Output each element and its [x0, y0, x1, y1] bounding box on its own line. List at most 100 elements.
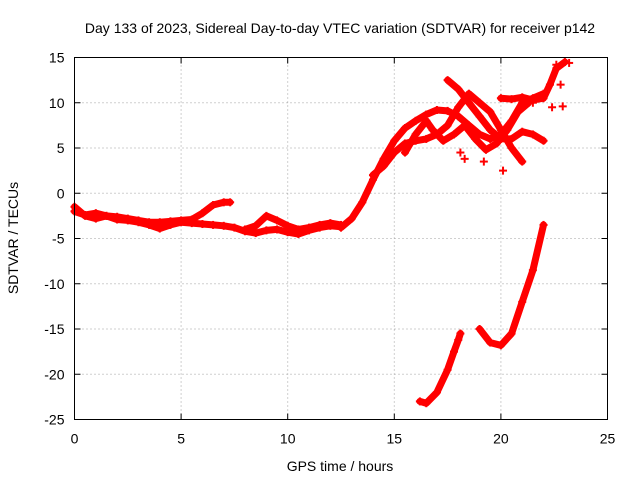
x-tick-label: 5: [177, 431, 185, 447]
data-point: [507, 144, 516, 152]
data-point: [496, 341, 505, 350]
data-point: [411, 116, 420, 125]
data-point: [283, 221, 292, 230]
x-tick-label: 15: [387, 431, 403, 447]
data-point: [400, 148, 409, 157]
data-point: [415, 397, 424, 406]
y-tick-label: -15: [44, 321, 64, 337]
data-point: [368, 171, 377, 180]
chart-title: Day 133 of 2023, Sidereal Day-to-day VTE…: [85, 20, 595, 36]
data-point: [219, 221, 228, 230]
data-point: [347, 214, 356, 223]
data-point: [326, 219, 335, 228]
data-point: [91, 209, 100, 218]
data-point: [134, 216, 143, 225]
data-point: [273, 216, 282, 225]
data-point: [443, 106, 452, 115]
data-point: [464, 98, 473, 107]
axis-ticks: [74, 57, 608, 420]
data-point: [432, 105, 441, 114]
data-point: [294, 225, 303, 234]
y-tick-label: -25: [44, 412, 64, 428]
data-point: [241, 225, 250, 234]
y-tick-label: -10: [44, 276, 64, 292]
y-tick-label: 5: [57, 140, 65, 156]
data-point: [486, 338, 495, 347]
data-point: [315, 220, 324, 229]
data-point: [507, 134, 516, 143]
data-point: [198, 209, 207, 218]
data-point: [251, 221, 260, 230]
data-point: [518, 297, 527, 306]
y-axis-label: SDTVAR / TECUs: [5, 182, 21, 294]
x-tick-label: 0: [71, 431, 79, 447]
x-tick-label: 10: [280, 431, 296, 447]
data-point: [209, 220, 218, 229]
data-point: [545, 80, 554, 89]
data-point: [411, 130, 420, 139]
data-point: [496, 134, 505, 143]
y-tick-label: -20: [44, 366, 64, 382]
data-point: [503, 125, 512, 134]
data-point: [539, 94, 548, 103]
data-point: [513, 107, 522, 116]
data-point: [123, 214, 132, 223]
y-tick-label: 15: [49, 50, 65, 66]
y-tick-label: -5: [52, 231, 65, 247]
data-point: [443, 76, 452, 85]
data-point: [305, 223, 314, 232]
data-point: [428, 125, 437, 134]
data-point: [439, 136, 448, 145]
data-point: [262, 211, 271, 220]
data-point: [456, 329, 465, 338]
data-point: [432, 388, 441, 397]
data-point: [226, 198, 235, 207]
data-point: [390, 136, 399, 145]
data-point: [390, 148, 399, 157]
data-point: [539, 220, 548, 229]
data-point: [518, 157, 527, 166]
data-point: [475, 130, 484, 139]
data-point: [518, 127, 527, 136]
data-point: [443, 121, 452, 130]
data-point: [518, 93, 527, 102]
series-arc-7: [444, 76, 547, 145]
data-point: [479, 157, 488, 166]
data-point: [273, 225, 282, 234]
data-point: [475, 98, 484, 107]
data-point: [528, 130, 537, 139]
x-tick-label: 20: [493, 431, 509, 447]
data-point: [499, 166, 508, 175]
data-point: [471, 134, 480, 143]
data-point: [481, 145, 490, 154]
x-axis-label: GPS time / hours: [287, 458, 394, 474]
data-point: [422, 134, 431, 143]
data-series: [70, 58, 574, 408]
data-point: [528, 98, 537, 107]
data-point: [460, 154, 469, 163]
data-point: [548, 103, 557, 112]
data-point: [464, 89, 473, 98]
tick-labels: 0 5 10 15 20 25 -25 -20 -15 -10 -5 0 5 10 15: [44, 50, 615, 447]
data-point: [507, 95, 516, 104]
data-point: [443, 365, 452, 374]
grid: [74, 57, 608, 420]
data-point: [556, 80, 565, 89]
data-point: [486, 125, 495, 134]
data-point: [113, 212, 122, 221]
data-point: [456, 148, 465, 157]
data-point: [507, 329, 516, 338]
data-point: [552, 60, 561, 69]
plot-frame: [74, 57, 608, 420]
data-point: [496, 94, 505, 103]
data-point: [528, 266, 537, 275]
data-point: [422, 116, 431, 125]
data-point: [262, 226, 271, 235]
data-point: [166, 217, 175, 226]
data-point: [539, 136, 548, 145]
data-point: [187, 215, 196, 224]
data-point: [486, 107, 495, 116]
series-arc-10: [476, 221, 547, 349]
data-point: [155, 218, 164, 227]
